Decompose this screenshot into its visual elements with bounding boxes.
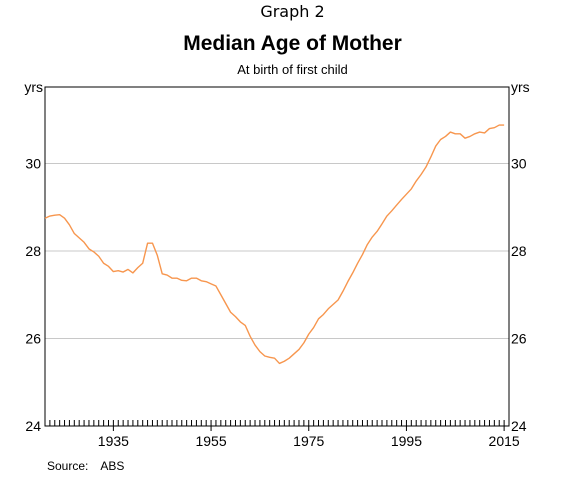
y-tick-label-left: 24 [25,418,41,434]
y-axis-unit-left: yrs [24,79,43,95]
x-tick-label: 1975 [293,433,324,449]
x-tick-label: 2015 [489,433,520,449]
y-tick-label-left: 26 [25,331,41,347]
x-tick-label: 1995 [391,433,422,449]
y-axis-unit-right: yrs [511,79,530,95]
y-tick-label-right: 30 [511,156,527,172]
chart-title: Median Age of Mother [183,32,402,55]
y-tick-label-left: 30 [25,156,41,172]
y-tick-label-right: 26 [511,331,527,347]
y-tick-label-right: 28 [511,243,527,259]
x-tick-label: 1935 [98,433,129,449]
source-label: Source: [47,459,89,473]
plot-frame [44,86,510,427]
gridlines [45,163,509,340]
x-tick-label: 1955 [195,433,226,449]
y-tick-label-left: 28 [25,243,41,259]
x-axis-ticks [49,420,505,431]
chart-subtitle: At birth of first child [237,62,348,77]
series-line-median-age [44,124,505,365]
graph-number-label: Graph 2 [260,2,325,21]
source-value: ABS [100,459,125,473]
axis-labels: 24 24 26 26 28 28 30 30 yrs yrs 1935 1955 1975 1995 20… [24,79,529,449]
source-note: Source: ABS [47,459,124,473]
y-tick-label-right: 24 [511,418,527,434]
